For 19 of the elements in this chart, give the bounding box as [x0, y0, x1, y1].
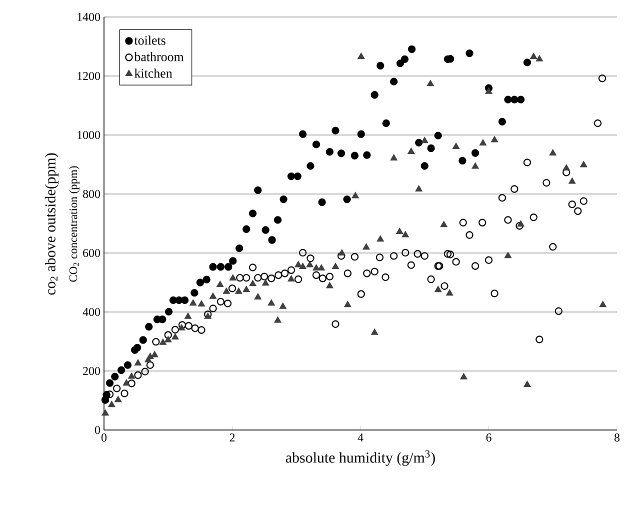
- x-tick-label: 4: [358, 434, 364, 442]
- legend-label: bathroom: [134, 52, 184, 62]
- y-tick-label: 400: [82, 308, 100, 316]
- y-tick-label: 0: [94, 426, 100, 434]
- y-axis-title: co$_{2}$ above outside(ppm): [44, 153, 58, 295]
- x-tick-label: 6: [486, 434, 492, 442]
- text: CO$_{2}$ concentration (ppm): [69, 166, 80, 282]
- y-tick-label: 1400: [78, 12, 100, 22]
- y-tick-label: 200: [83, 366, 100, 376]
- y-tick-label: 1000: [78, 130, 100, 140]
- x-tick-label: 0: [101, 434, 107, 442]
- y-tick-label: 800: [83, 190, 100, 198]
- legend-label: kitchen: [134, 68, 172, 78]
- y-tick-label: 1200: [78, 72, 100, 80]
- legend-label: toilets: [134, 36, 166, 45]
- x-tick-label: 8: [614, 434, 620, 442]
- x-axis-title: absolute humidity (g/m$^{3}$): [286, 450, 435, 466]
- y-tick-label: 600: [83, 248, 100, 258]
- x-tick-label: 2: [230, 434, 235, 442]
